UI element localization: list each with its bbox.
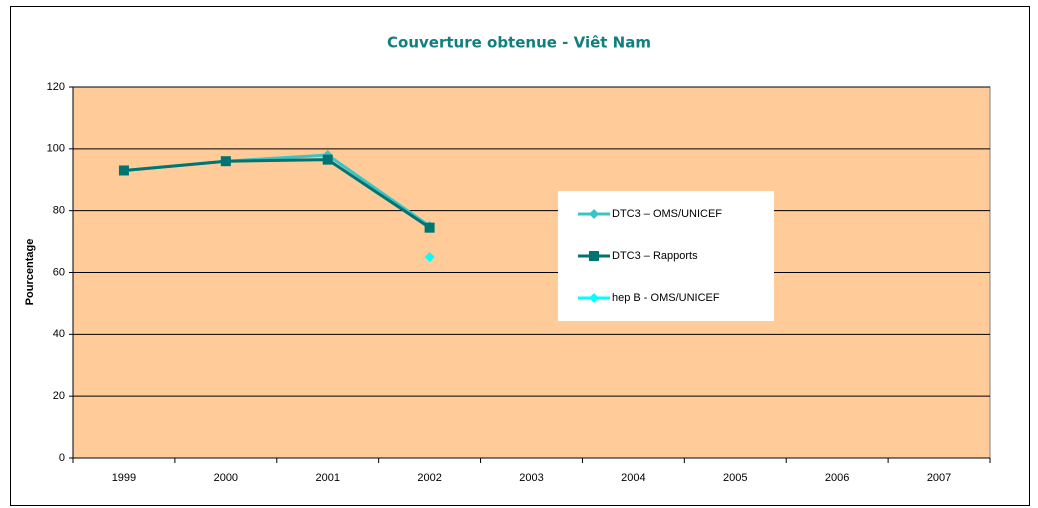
legend-label: DTC3 – Rapports — [612, 250, 698, 262]
y-tick-label: 40 — [53, 328, 65, 340]
data-point — [322, 154, 333, 165]
y-tick-label: 100 — [47, 143, 65, 155]
data-point — [424, 222, 435, 233]
y-tick-label: 60 — [53, 266, 65, 278]
x-tick-label: 2001 — [315, 472, 339, 484]
y-tick-label: 20 — [53, 390, 65, 402]
data-point — [220, 156, 231, 167]
legend-label: DTC3 – OMS/UNICEF — [612, 208, 722, 220]
legend-swatch-marker — [589, 251, 599, 261]
chart-title: Couverture obtenue - Viêt Nam — [387, 34, 651, 52]
series-line — [123, 158, 431, 229]
x-tick-label: 2005 — [723, 472, 747, 484]
y-tick-label: 120 — [47, 81, 65, 93]
legend-swatch-marker — [589, 293, 599, 303]
y-tick-label: 80 — [53, 205, 65, 217]
x-tick-label: 2003 — [519, 472, 543, 484]
x-tick-label: 2000 — [214, 472, 238, 484]
y-axis-label: Pourcentage — [24, 239, 36, 306]
legend-label: hep B - OMS/UNICEF — [612, 292, 720, 304]
x-tick-label: 1999 — [112, 472, 136, 484]
x-tick-label: 2007 — [927, 472, 951, 484]
x-tick-label: 2002 — [417, 472, 441, 484]
x-tick-label: 2004 — [621, 472, 645, 484]
x-tick-label: 2006 — [825, 472, 849, 484]
y-tick-label: 0 — [59, 452, 65, 464]
data-point — [118, 165, 129, 176]
data-point — [424, 252, 435, 263]
legend-swatch-marker — [589, 209, 599, 219]
